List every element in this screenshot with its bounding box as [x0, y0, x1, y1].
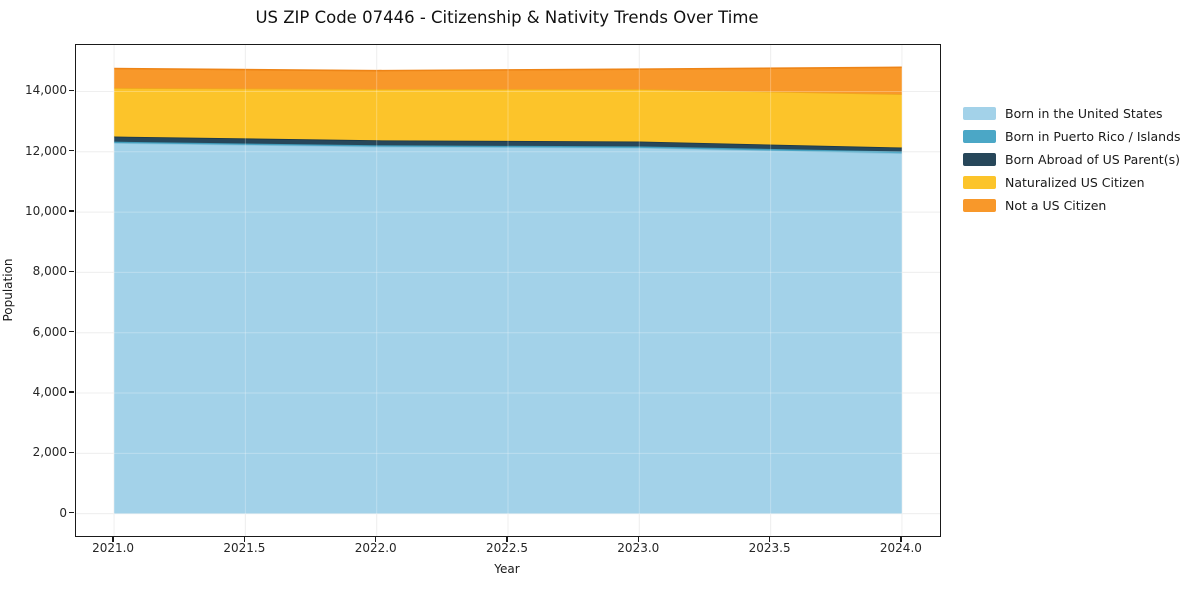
legend-label: Born in Puerto Rico / Islands: [1005, 129, 1181, 144]
stacked-area-chart: [76, 45, 940, 536]
x-tick-label: 2022.0: [354, 541, 397, 555]
legend-swatch-icon: [963, 153, 996, 166]
y-tick-label: 0: [59, 505, 67, 520]
x-tick-label: 2024.0: [879, 541, 922, 555]
legend-swatch-icon: [963, 176, 996, 189]
legend-row-4: Not a US Citizen: [963, 194, 1181, 217]
plot-area: [75, 44, 941, 537]
x-tick-mark: [768, 536, 771, 542]
y-tick-mark: [69, 270, 74, 273]
y-axis-label: Population: [1, 258, 15, 322]
y-tick-label: 14,000: [25, 83, 67, 98]
area-series-0: [114, 143, 902, 514]
x-tick-label: 2023.0: [617, 541, 660, 555]
x-axis-label: Year: [494, 562, 520, 576]
x-tick-mark: [506, 536, 508, 542]
x-tick-label: 2021.5: [223, 541, 266, 555]
y-tick-mark: [69, 451, 74, 454]
area-edge-4: [114, 66, 902, 72]
legend-row-2: Born Abroad of US Parent(s): [963, 148, 1181, 171]
x-tick-mark: [900, 536, 902, 542]
legend-label: Not a US Citizen: [1005, 198, 1107, 213]
y-tick-label: 2,000: [32, 445, 67, 460]
y-tick-label: 4,000: [32, 385, 67, 400]
x-tick-label: 2023.5: [748, 541, 791, 555]
x-tick-mark: [243, 536, 246, 542]
x-tick-mark: [112, 536, 114, 542]
y-tick-mark: [69, 511, 74, 514]
legend-label: Naturalized US Citizen: [1005, 175, 1145, 190]
y-tick-mark: [69, 210, 74, 212]
legend-swatch-icon: [963, 130, 996, 143]
y-tick-mark: [69, 89, 74, 92]
legend-label: Born Abroad of US Parent(s): [1005, 152, 1180, 167]
legend-swatch-icon: [963, 199, 996, 212]
y-tick-label: 12,000: [25, 143, 67, 158]
chart-title: US ZIP Code 07446 - Citizenship & Nativi…: [255, 8, 759, 27]
x-tick-label: 2022.5: [486, 541, 528, 555]
area-series-3: [114, 87, 902, 148]
area-series-4: [114, 67, 902, 95]
y-tick-label: 8,000: [32, 264, 67, 279]
x-tick-label: 2021.0: [92, 541, 135, 555]
area-series-2: [114, 136, 902, 152]
legend-swatch-icon: [963, 107, 996, 120]
x-tick-mark: [374, 536, 377, 542]
legend-label: Born in the United States: [1005, 106, 1163, 121]
x-tick-mark: [637, 536, 639, 542]
legend-row-3: Naturalized US Citizen: [963, 171, 1181, 194]
legend: Born in the United States Born in Puerto …: [963, 102, 1181, 217]
y-tick-label: 10,000: [25, 204, 67, 219]
y-tick-label: 6,000: [32, 324, 67, 339]
legend-row-1: Born in Puerto Rico / Islands: [963, 125, 1181, 148]
y-tick-mark: [69, 331, 74, 333]
legend-row-0: Born in the United States: [963, 102, 1181, 125]
y-tick-mark: [69, 391, 74, 393]
y-tick-mark: [69, 150, 74, 152]
